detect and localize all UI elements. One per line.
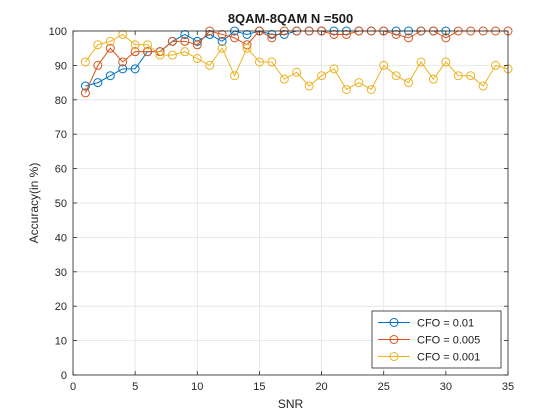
data-point	[366, 84, 376, 94]
data-point	[491, 60, 501, 70]
y-tick-label: 10	[55, 336, 67, 348]
data-point	[192, 36, 202, 46]
y-tick-label: 70	[55, 129, 67, 141]
legend-entry: CFO = 0.01	[378, 318, 474, 330]
x-axis-label: SNR	[278, 397, 304, 411]
series-3	[80, 29, 513, 94]
y-tick-label: 50	[55, 198, 67, 210]
data-point	[242, 43, 252, 53]
data-point	[105, 71, 115, 81]
data-point	[329, 64, 339, 74]
data-point	[192, 40, 202, 50]
x-tick-label: 20	[315, 381, 327, 393]
data-point	[105, 43, 115, 53]
data-point	[341, 29, 351, 39]
legend-entry: CFO = 0.005	[378, 335, 480, 347]
data-point	[441, 57, 451, 67]
data-point	[267, 33, 277, 43]
y-axis-label: Accuracy(in %)	[27, 163, 41, 244]
x-tick-label: 5	[132, 381, 138, 393]
data-point	[155, 50, 165, 60]
y-tick-label: 40	[55, 232, 67, 244]
data-point	[130, 40, 140, 50]
x-tick-label: 15	[253, 381, 265, 393]
tick-marks	[72, 30, 509, 376]
y-tick-label: 0	[61, 370, 67, 382]
data-point	[93, 78, 103, 88]
legend-entry: CFO = 0.001	[378, 352, 480, 364]
legend-label: CFO = 0.005	[417, 335, 480, 347]
x-tick-label: 35	[502, 381, 514, 393]
x-tick-label: 30	[440, 381, 452, 393]
data-point	[118, 64, 128, 74]
data-point	[428, 74, 438, 84]
data-point	[404, 33, 414, 43]
data-point	[93, 40, 103, 50]
data-point	[217, 29, 227, 39]
legend-label: CFO = 0.01	[417, 318, 474, 330]
y-tick-label: 60	[55, 164, 67, 176]
data-point	[80, 81, 90, 91]
data-point	[354, 78, 364, 88]
data-point	[391, 71, 401, 81]
series-line	[85, 33, 509, 91]
legend-marker	[389, 318, 399, 327]
tick-labels: 0 5 10 15 20 25 30 35 0 10 20 30 40 50 60 70 80 90 100	[49, 26, 514, 393]
data-point	[205, 29, 215, 39]
data-point	[105, 36, 115, 46]
y-tick-label: 20	[55, 301, 67, 313]
x-tick-label: 10	[191, 381, 203, 393]
data-point	[192, 54, 202, 64]
data-point	[217, 36, 227, 46]
legend-marker	[389, 335, 399, 344]
y-tick-label: 100	[49, 26, 67, 38]
data-point	[167, 50, 177, 60]
data-point	[453, 71, 463, 81]
data-point	[217, 43, 227, 53]
data-point	[230, 33, 240, 43]
data-point	[80, 88, 90, 98]
x-tick-label: 0	[70, 381, 76, 393]
data-point	[180, 29, 190, 39]
data-point	[93, 60, 103, 70]
x-tick-label: 25	[378, 381, 390, 393]
data-point	[130, 47, 140, 57]
data-point	[416, 57, 426, 67]
y-tick-label: 80	[55, 95, 67, 107]
data-point	[279, 74, 289, 84]
data-point	[143, 47, 153, 57]
legend-label: CFO = 0.001	[417, 352, 480, 364]
data-point	[118, 29, 128, 39]
data-point	[242, 29, 252, 39]
y-tick-label: 90	[55, 60, 67, 72]
legend-marker	[389, 352, 399, 361]
data-point	[230, 71, 240, 81]
data-point	[292, 67, 302, 77]
legend: CFO = 0.01 CFO = 0.005 CFO = 0.001	[371, 310, 502, 369]
data-point	[341, 84, 351, 94]
data-point	[317, 71, 327, 81]
data-point	[180, 47, 190, 57]
data-point	[80, 57, 90, 67]
data-point	[143, 40, 153, 50]
data-point	[205, 60, 215, 70]
y-tick-label: 30	[55, 267, 67, 279]
data-point	[267, 57, 277, 67]
chart-title: 8QAM-8QAM N =500	[228, 11, 353, 26]
data-point	[379, 60, 389, 70]
data-point	[180, 36, 190, 46]
data-point	[391, 29, 401, 39]
data-point	[478, 81, 488, 91]
data-point	[404, 78, 414, 88]
data-point	[466, 71, 476, 81]
data-point	[304, 81, 314, 91]
data-point	[329, 29, 339, 39]
data-point	[254, 57, 264, 67]
data-point	[279, 29, 289, 39]
data-point	[118, 57, 128, 67]
data-point	[130, 64, 140, 74]
data-point	[167, 36, 177, 46]
